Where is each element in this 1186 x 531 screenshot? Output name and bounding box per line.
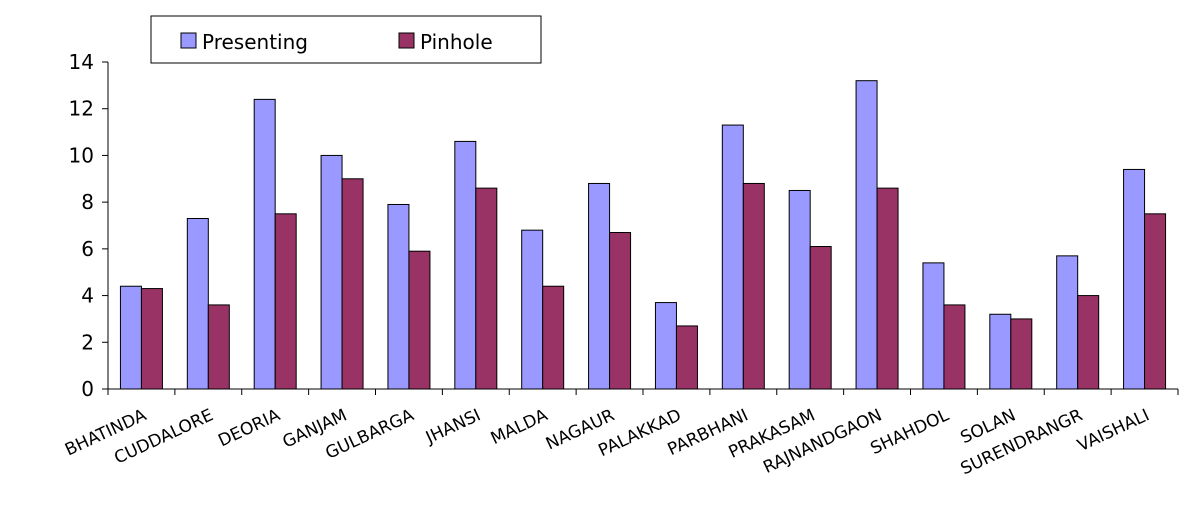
bar-presenting-jhansi <box>454 140 477 390</box>
y-tick-label: 4 <box>81 284 94 308</box>
bar-pinhole-malda <box>542 285 565 390</box>
legend-swatch-presenting <box>180 32 197 49</box>
bar-presenting-surendrangr <box>1056 255 1079 390</box>
bar-presenting-malda <box>521 229 544 390</box>
bar-presenting-gulbarga <box>387 203 410 390</box>
bar-pinhole-cuddalore <box>207 304 230 390</box>
bar-presenting-rajnandgaon <box>855 80 878 390</box>
bar-pinhole-nagaur <box>609 232 632 390</box>
bars <box>119 80 1167 390</box>
y-tick-label: 14 <box>69 50 94 74</box>
bar-pinhole-gulbarga <box>408 250 431 390</box>
bar-presenting-shahdol <box>922 262 945 390</box>
legend: Presenting Pinhole <box>150 15 542 64</box>
legend-swatch-pinhole <box>398 32 415 49</box>
bar-presenting-cuddalore <box>186 217 209 390</box>
bar-pinhole-deoria <box>274 213 297 390</box>
x-category-label: VAISHALI <box>1075 405 1153 456</box>
bar-presenting-prakasam <box>788 189 811 390</box>
x-category-label: DEORIA <box>215 405 283 451</box>
y-tick-label: 8 <box>81 190 94 214</box>
bar-pinhole-palakkad <box>675 325 698 390</box>
x-category-label: MALDA <box>488 405 551 449</box>
bar-presenting-solan <box>989 313 1012 390</box>
bar-pinhole-ganjam <box>341 178 364 390</box>
bar-pinhole-solan <box>1010 318 1033 390</box>
legend-box <box>150 15 542 64</box>
bar-presenting-vaishali <box>1123 168 1146 390</box>
y-tick-label: 0 <box>81 377 94 401</box>
bar-presenting-ganjam <box>320 154 343 390</box>
bar-pinhole-prakasam <box>809 246 832 390</box>
y-tick-label: 6 <box>81 237 94 261</box>
bar-presenting-bhatinda <box>119 285 142 390</box>
x-axis <box>107 388 1179 395</box>
bar-pinhole-bhatinda <box>140 288 163 390</box>
y-tick-label: 12 <box>69 97 94 121</box>
legend-label-presenting: Presenting <box>202 30 308 54</box>
bar-presenting-parbhani <box>721 124 744 390</box>
bar-presenting-nagaur <box>588 182 611 390</box>
bar-pinhole-jhansi <box>475 187 498 390</box>
bar-presenting-palakkad <box>654 302 677 390</box>
legend-label-pinhole: Pinhole <box>420 30 493 54</box>
bar-pinhole-surendrangr <box>1077 295 1100 390</box>
bar-pinhole-rajnandgaon <box>876 187 899 390</box>
bar-pinhole-vaishali <box>1144 213 1167 390</box>
y-axis: 0 2 4 6 8 10 12 14 <box>69 50 109 401</box>
bar-pinhole-shahdol <box>943 304 966 390</box>
x-category-label: JHANSI <box>422 405 484 448</box>
y-tick-label: 10 <box>69 143 94 167</box>
bar-presenting-deoria <box>253 98 276 390</box>
bar-pinhole-parbhani <box>742 182 765 390</box>
y-tick-label: 2 <box>81 330 94 354</box>
